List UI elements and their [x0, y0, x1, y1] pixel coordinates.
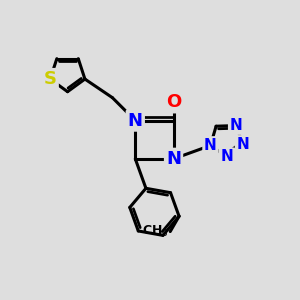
Text: N: N	[221, 149, 233, 164]
Text: S: S	[44, 70, 57, 88]
Text: N: N	[204, 138, 217, 153]
Text: N: N	[128, 112, 143, 130]
Text: N: N	[237, 137, 249, 152]
Text: O: O	[166, 93, 181, 111]
Text: N: N	[230, 118, 242, 133]
Text: N: N	[166, 150, 181, 168]
Text: CH$_3$: CH$_3$	[142, 224, 169, 239]
